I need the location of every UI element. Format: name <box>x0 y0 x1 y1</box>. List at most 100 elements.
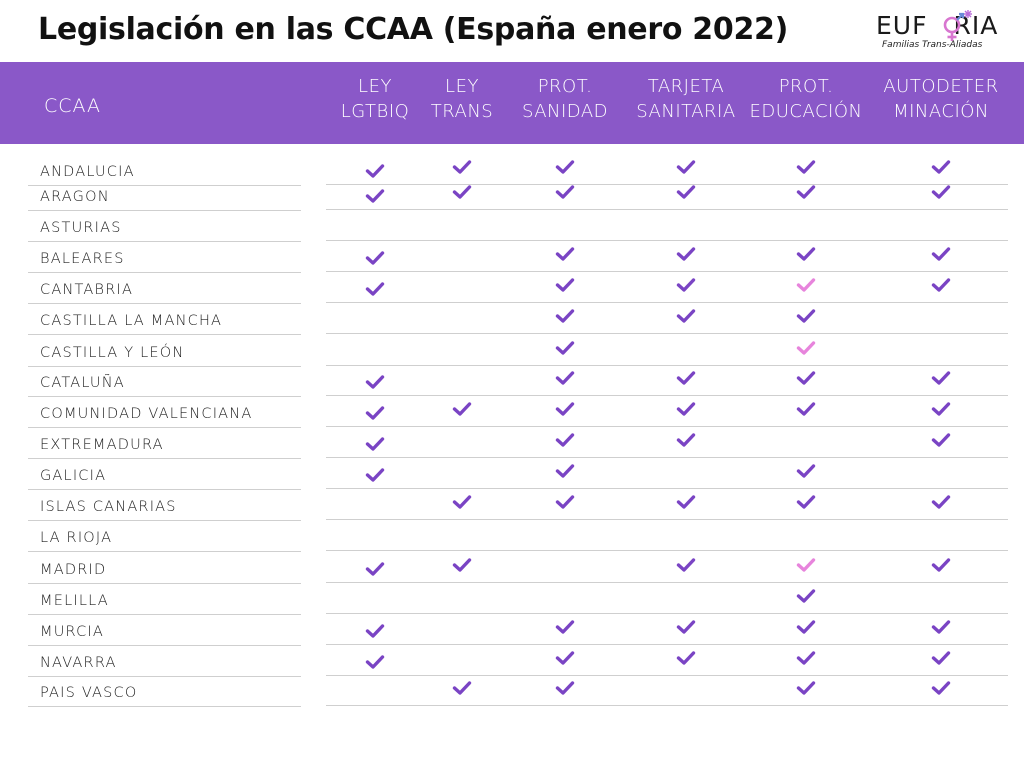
check-icon <box>676 247 696 261</box>
row-divider <box>28 520 301 521</box>
row-divider <box>326 333 1008 334</box>
gender-symbol-icon <box>943 10 972 41</box>
row-divider <box>326 644 1008 645</box>
table-row: CATALUÑA <box>0 371 1024 404</box>
region-name: MURCIA <box>40 624 104 640</box>
row-divider <box>28 210 301 211</box>
check-icon <box>555 620 575 634</box>
row-divider <box>326 209 1008 210</box>
check-icon <box>365 562 385 576</box>
column-header-line1: PROT. <box>537 76 593 97</box>
check-icon <box>796 402 816 416</box>
check-icon <box>365 282 385 296</box>
region-name: NAVARRA <box>40 655 117 671</box>
check-icon <box>365 164 385 178</box>
region-name: ASTURIAS <box>40 220 122 236</box>
region-name: PAIS VASCO <box>40 685 138 701</box>
check-icon <box>676 433 696 447</box>
check-icon <box>555 402 575 416</box>
table-row: ANDALUCIA <box>0 160 1024 193</box>
check-icon <box>676 309 696 323</box>
row-divider <box>28 396 301 397</box>
table-row: ASTURIAS <box>0 219 1024 249</box>
check-icon <box>676 620 696 634</box>
row-divider <box>28 614 301 615</box>
page-title: Legislación en las CCAA (España enero 20… <box>38 12 789 47</box>
check-icon <box>931 433 951 447</box>
column-header: LEY LGTBIQ <box>310 74 440 124</box>
check-icon <box>365 189 385 203</box>
row-divider <box>326 240 1008 241</box>
check-icon <box>931 651 951 665</box>
check-icon <box>931 558 951 572</box>
check-icon <box>796 371 816 385</box>
check-icon <box>452 681 472 695</box>
region-name: ANDALUCIA <box>40 164 135 180</box>
row-divider <box>28 427 301 428</box>
check-icon <box>796 495 816 509</box>
table-row: COMUNIDAD VALENCIANA <box>0 402 1024 435</box>
table-row: PAIS VASCO <box>0 681 1024 714</box>
check-icon <box>676 402 696 416</box>
table-row: MELILLA <box>0 589 1024 622</box>
region-name: CANTABRIA <box>40 282 134 298</box>
row-divider <box>326 582 1008 583</box>
check-icon <box>365 655 385 669</box>
check-icon <box>796 589 816 603</box>
column-header-line2: TRANS <box>430 101 494 122</box>
row-divider <box>326 457 1008 458</box>
region-name: ARAGON <box>40 189 110 205</box>
check-icon <box>931 620 951 634</box>
table-row: ARAGON <box>0 185 1024 218</box>
region-name: BALEARES <box>40 251 125 267</box>
check-icon <box>796 160 816 174</box>
logo-word-left: EUF <box>876 11 928 40</box>
row-divider <box>28 458 301 459</box>
region-name: CASTILLA LA MANCHA <box>40 313 223 329</box>
check-icon <box>452 160 472 174</box>
check-icon <box>676 651 696 665</box>
check-icon <box>555 433 575 447</box>
row-divider <box>326 519 1008 520</box>
check-icon <box>931 371 951 385</box>
row-divider <box>28 706 301 707</box>
column-header-line1: LEY <box>358 76 392 97</box>
check-icon <box>365 375 385 389</box>
check-pink-icon <box>796 278 816 292</box>
region-name: CASTILLA Y LEÓN <box>40 345 185 361</box>
row-divider <box>28 366 301 367</box>
table-row: LA RIOJA <box>0 529 1024 559</box>
column-header-line1: PROT. <box>778 76 834 97</box>
row-divider <box>326 705 1008 706</box>
check-icon <box>365 251 385 265</box>
column-header: PROT. SANIDAD <box>500 74 630 124</box>
row-divider <box>28 241 301 242</box>
table-row: GALICIA <box>0 464 1024 497</box>
check-icon <box>365 437 385 451</box>
check-icon <box>931 185 951 199</box>
check-icon <box>555 681 575 695</box>
check-icon <box>796 185 816 199</box>
row-divider <box>326 488 1008 489</box>
region-name: COMUNIDAD VALENCIANA <box>40 406 253 422</box>
region-name: GALICIA <box>40 468 107 484</box>
region-name: LA RIOJA <box>40 530 113 546</box>
ccaa-column-header: CCAA <box>44 95 102 117</box>
column-header: AUTODETER MINACIÓN <box>876 74 1006 124</box>
row-divider <box>28 583 301 584</box>
logo-subtitle: Familias Trans-Aliadas <box>882 40 983 50</box>
check-icon <box>452 185 472 199</box>
table-row: MADRID <box>0 558 1024 591</box>
row-divider <box>28 334 301 335</box>
region-name: EXTREMADURA <box>40 437 164 453</box>
check-icon <box>555 247 575 261</box>
check-icon <box>555 278 575 292</box>
row-divider <box>28 489 301 490</box>
region-name: MELILLA <box>40 593 109 609</box>
check-icon <box>796 651 816 665</box>
column-header: PROT. EDUCACIÓN <box>741 74 871 124</box>
column-header: TARJETA SANITARIA <box>621 74 751 124</box>
column-header-line2: SANIDAD <box>521 101 609 122</box>
check-icon <box>796 247 816 261</box>
check-icon <box>796 620 816 634</box>
